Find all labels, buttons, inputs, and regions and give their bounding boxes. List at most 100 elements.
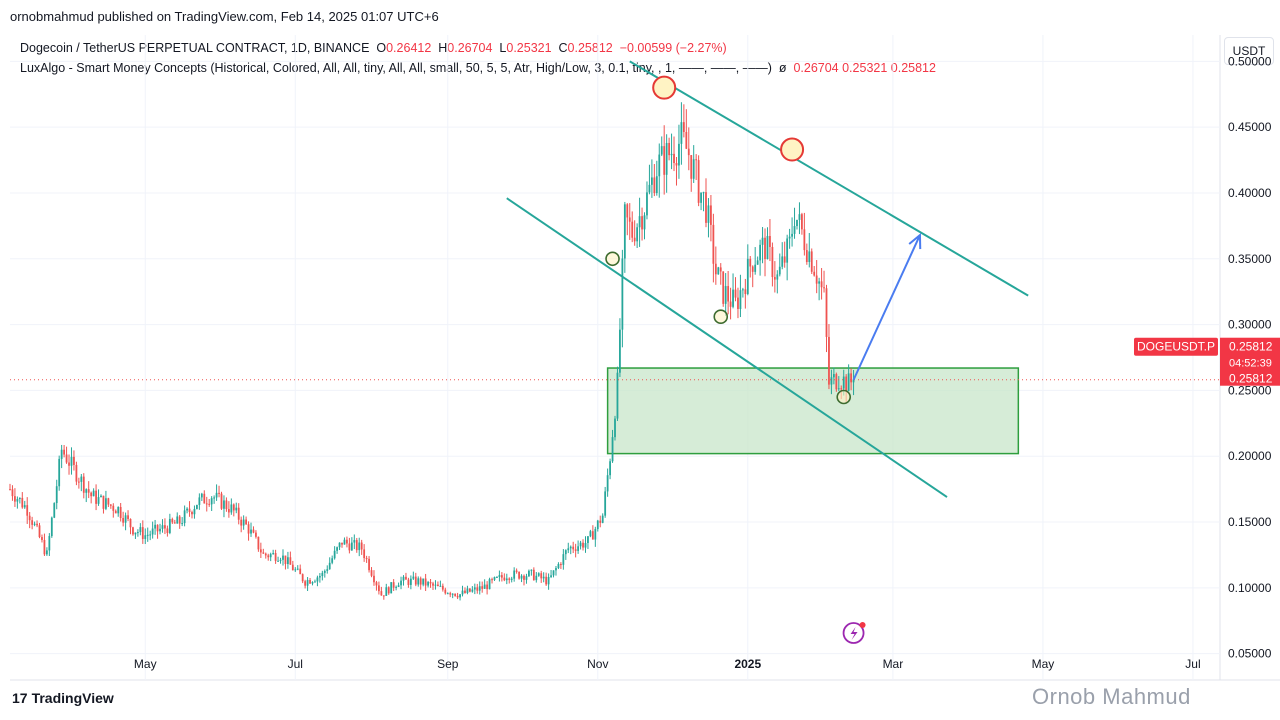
currency-button[interactable]: USDT: [1224, 37, 1274, 65]
candle-body: [85, 489, 88, 493]
candle-body: [441, 585, 444, 590]
candle-body: [830, 377, 833, 385]
candle-body: [670, 153, 673, 156]
candle-body: [73, 456, 75, 465]
candle-body: [60, 449, 63, 459]
candle-body: [181, 523, 184, 525]
candle-body: [355, 540, 358, 551]
candle-body: [255, 532, 257, 537]
change-value: −0.00599 (−2.27%): [619, 41, 727, 55]
candle-body: [663, 146, 666, 175]
candle-body: [213, 497, 216, 499]
candle-body: [437, 584, 439, 587]
candle-body: [427, 582, 429, 586]
candle-body: [136, 532, 139, 534]
candle-body: [14, 496, 16, 502]
candle-body: [705, 192, 707, 223]
candle-body: [646, 192, 648, 216]
candle-body: [146, 534, 149, 536]
candle-body: [385, 587, 388, 596]
candle-body: [587, 536, 589, 543]
publisher-line: ornobmahmud published on TradingView.com…: [10, 9, 439, 24]
tradingview-logo[interactable]: 17 TradingView: [12, 690, 114, 706]
candle-body: [198, 497, 201, 505]
candle-body: [353, 540, 356, 543]
candle-body: [245, 519, 247, 525]
candle-body: [496, 576, 498, 578]
candle-body: [609, 461, 611, 476]
candle-body: [407, 579, 410, 585]
candle-body: [793, 226, 796, 234]
indicator-name[interactable]: LuxAlgo - Smart Money Concepts (Historic…: [20, 61, 772, 75]
candle-body: [365, 558, 368, 560]
candle-body: [478, 586, 481, 591]
low-label: L: [499, 41, 507, 55]
candle-body: [852, 379, 855, 383]
y-tick-label: 0.10000: [1228, 581, 1272, 595]
candle-body: [122, 518, 125, 523]
candle-body: [564, 550, 567, 555]
candle-body: [210, 498, 213, 505]
candle-body: [402, 576, 405, 581]
candle-body: [363, 549, 366, 559]
candle-body: [262, 552, 265, 554]
candle-body: [299, 568, 302, 575]
candle-body: [191, 512, 193, 515]
countdown-text: 04:52:39: [1229, 358, 1272, 370]
candle-body: [36, 523, 38, 526]
candle-body: [50, 517, 53, 537]
candle-body: [500, 575, 503, 578]
candle-body: [611, 437, 614, 462]
x-tick-label: May: [1032, 657, 1055, 671]
candle-body: [687, 148, 690, 156]
candle-body: [528, 570, 530, 577]
indicator-values: 0.26704 0.25321 0.25812: [793, 61, 936, 75]
candle-body: [240, 519, 243, 526]
candle-body: [599, 520, 602, 523]
candle-body: [454, 593, 457, 596]
candle-body: [680, 122, 683, 144]
x-tick-label: Jul: [1185, 657, 1200, 671]
candle-body: [606, 475, 609, 492]
candle-body: [835, 374, 838, 390]
candle-body: [653, 177, 656, 194]
candle-body: [58, 458, 61, 487]
channel-upper-line: [629, 60, 1029, 297]
candle-body: [100, 495, 102, 498]
candle-body: [129, 518, 132, 528]
demand-zone: [606, 367, 1020, 455]
candle-body: [419, 578, 422, 585]
candle-body: [520, 575, 523, 579]
symbol-name[interactable]: Dogecoin / TetherUS PERPETUAL CONTRACT, …: [20, 41, 370, 55]
candle-body: [358, 542, 361, 551]
candle-body: [107, 498, 110, 505]
candle-body: [567, 548, 570, 551]
candle-body: [16, 499, 19, 502]
candle-body: [678, 143, 680, 166]
candle-body: [414, 576, 417, 585]
candle-body: [161, 525, 164, 529]
notification-dot: [859, 622, 866, 628]
candle-body: [756, 260, 759, 265]
candle-body: [360, 542, 363, 550]
high-value: 0.26704: [447, 41, 493, 55]
candle-body: [832, 374, 835, 378]
candle-body: [112, 505, 115, 511]
candle-body: [203, 493, 206, 504]
candle-body: [400, 580, 402, 586]
candle-body: [498, 575, 501, 577]
candle-body: [823, 287, 825, 289]
candle-body: [55, 486, 58, 504]
candle-body: [631, 221, 634, 238]
candle-body: [749, 258, 752, 267]
candle-body: [31, 520, 34, 525]
candle-body: [439, 585, 442, 587]
high-label: H: [438, 41, 448, 55]
candle-body: [623, 204, 626, 259]
candle-body: [294, 569, 297, 571]
candle-body: [471, 589, 474, 592]
candle-body: [786, 238, 789, 263]
logo-text: TradingView: [31, 690, 114, 706]
candle-body: [63, 449, 66, 455]
